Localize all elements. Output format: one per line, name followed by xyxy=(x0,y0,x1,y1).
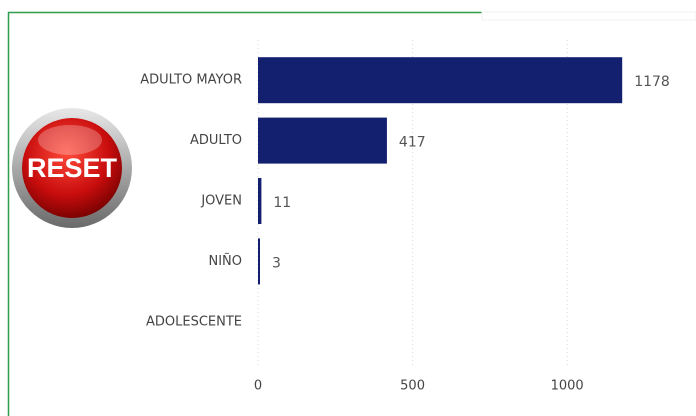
value-label: 3 xyxy=(272,255,281,271)
y-tick-label: NIÑO xyxy=(208,253,242,269)
value-label: 1178 xyxy=(634,74,670,90)
reset-face xyxy=(22,118,122,218)
value-label: 417 xyxy=(399,135,426,151)
x-tick-label: 500 xyxy=(400,379,425,394)
x-tick-label: 1000 xyxy=(551,379,584,394)
y-tick-label: JOVEN xyxy=(200,194,242,209)
bar xyxy=(258,238,260,285)
y-tick-label: ADOLESCENTE xyxy=(146,314,242,329)
reset-label: RESET xyxy=(27,153,118,183)
y-tick-label: ADULTO MAYOR xyxy=(140,73,242,88)
bar xyxy=(258,178,262,224)
reset-shine xyxy=(38,125,102,155)
value-label: 11 xyxy=(273,195,291,211)
bar xyxy=(258,57,623,104)
x-tick-label: 0 xyxy=(254,379,262,394)
header-box xyxy=(481,11,696,21)
chart: 0 500 1000 ADULTO MAYOR 1178 ADULTO 417 JOVEN 11… xyxy=(140,40,670,394)
y-tick-label: ADULTO xyxy=(190,133,242,148)
bar xyxy=(258,117,387,164)
reset-button[interactable]: RESET xyxy=(12,108,132,228)
frame xyxy=(7,11,696,416)
